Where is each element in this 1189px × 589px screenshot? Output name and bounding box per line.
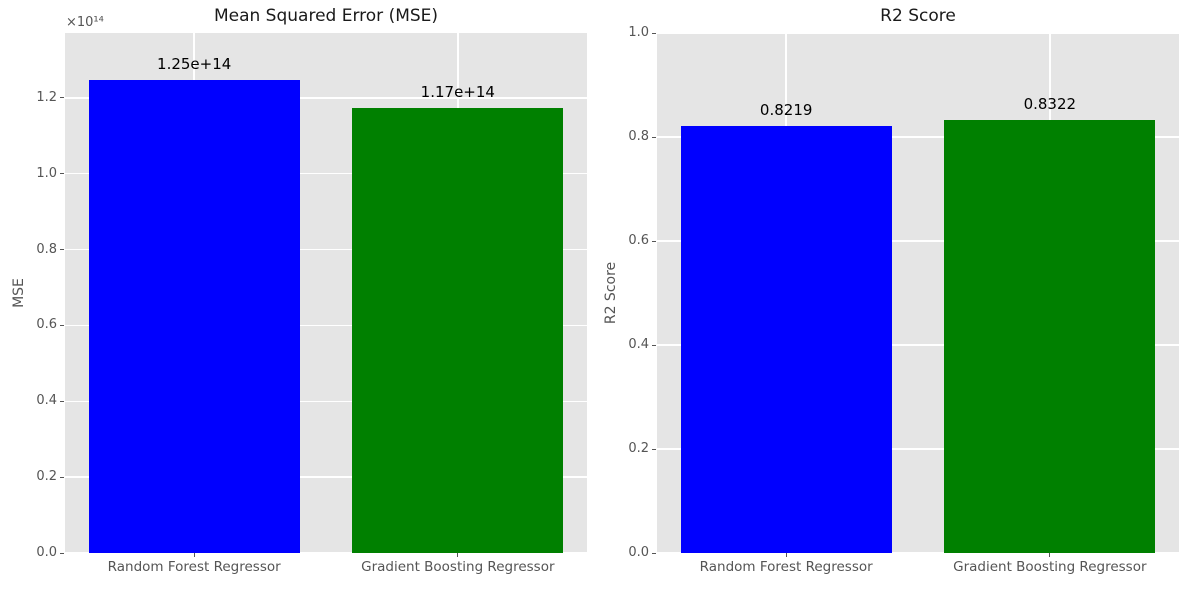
h-gridline: [657, 33, 1179, 34]
y-tick-label: 0.6: [36, 317, 57, 333]
h-gridline: [65, 97, 587, 99]
h-gridline: [657, 240, 1179, 242]
h-gridline: [657, 552, 1179, 553]
bar-gradient-boosting-regressor: [352, 107, 564, 553]
y-axis-label: R2 Score: [603, 261, 619, 325]
y-tick-label: 0.0: [36, 545, 57, 560]
x-tick-mark: [785, 553, 787, 557]
y-tick-mark: [60, 97, 64, 99]
y-tick-mark: [60, 249, 64, 251]
x-tick-label: Gradient Boosting Regressor: [361, 559, 555, 575]
y-tick-label: 0.4: [628, 337, 649, 352]
h-gridline: [65, 476, 587, 478]
y-tick-mark: [60, 324, 64, 326]
y-tick-mark: [60, 476, 64, 478]
bar-gradient-boosting-regressor: [944, 120, 1156, 553]
y-axis-label: MSE: [11, 278, 27, 308]
y-tick-mark: [60, 400, 64, 402]
y-tick-mark: [652, 136, 656, 138]
bar-random-forest-regressor: [88, 80, 300, 553]
y-tick-label: 1.2: [36, 89, 57, 105]
subplot-r2: R2 Score R2 Score 0.8219 0.8322 0.0 0.2 0.4…: [603, 6, 1179, 575]
h-gridline: [65, 248, 587, 251]
y-tick-mark: [652, 552, 656, 554]
x-tick-mark: [1049, 553, 1051, 557]
h-gridline: [65, 324, 587, 327]
y-tick-mark: [652, 448, 656, 450]
h-gridline: [657, 344, 1179, 346]
h-gridline: [65, 172, 587, 175]
x-tick-label: Random Forest Regressor: [699, 559, 873, 575]
y-tick-mark: [60, 552, 64, 554]
chart-title: Mean Squared Error (MSE): [213, 6, 439, 26]
bar-value-label: 0.8219: [759, 100, 813, 119]
y-tick-mark: [60, 173, 64, 175]
h-gridline: [65, 552, 587, 553]
y-tick-label: 1.0: [628, 25, 649, 40]
y-tick-label: 0.2: [628, 441, 649, 456]
chart-title: R2 Score: [880, 6, 956, 26]
y-tick-label: 0.8: [36, 241, 57, 257]
plot-area: 1.25e+14 1.17e+14: [65, 33, 587, 553]
y-tick-label: 1.0: [36, 165, 57, 181]
bar-value-label: 1.17e+14: [420, 82, 495, 101]
h-gridline: [657, 448, 1179, 450]
x-tick-label: Gradient Boosting Regressor: [953, 559, 1147, 575]
y-tick-mark: [652, 32, 656, 34]
bar-value-label: 0.8322: [1023, 95, 1077, 114]
y-tick-label: 0.6: [628, 233, 649, 248]
h-gridline: [65, 400, 587, 403]
subplot-mse: Mean Squared Error (MSE) ×10¹⁴ MSE 1.25e…: [11, 6, 587, 575]
x-tick-mark: [457, 553, 459, 557]
y-tick-label: 0.0: [628, 545, 649, 560]
y-axis-offset-text: ×10¹⁴: [66, 15, 104, 30]
plot-area: 0.8219 0.8322: [657, 33, 1179, 553]
bar-random-forest-regressor: [680, 125, 892, 553]
bar-value-label: 1.25e+14: [157, 55, 232, 74]
h-gridline: [657, 136, 1179, 138]
x-tick-mark: [193, 553, 195, 557]
x-tick-label: Random Forest Regressor: [107, 559, 281, 575]
y-tick-label: 0.2: [36, 469, 57, 485]
y-tick-label: 0.8: [628, 129, 649, 144]
y-tick-mark: [652, 344, 656, 346]
y-tick-label: 0.4: [36, 393, 57, 409]
y-tick-mark: [652, 240, 656, 242]
